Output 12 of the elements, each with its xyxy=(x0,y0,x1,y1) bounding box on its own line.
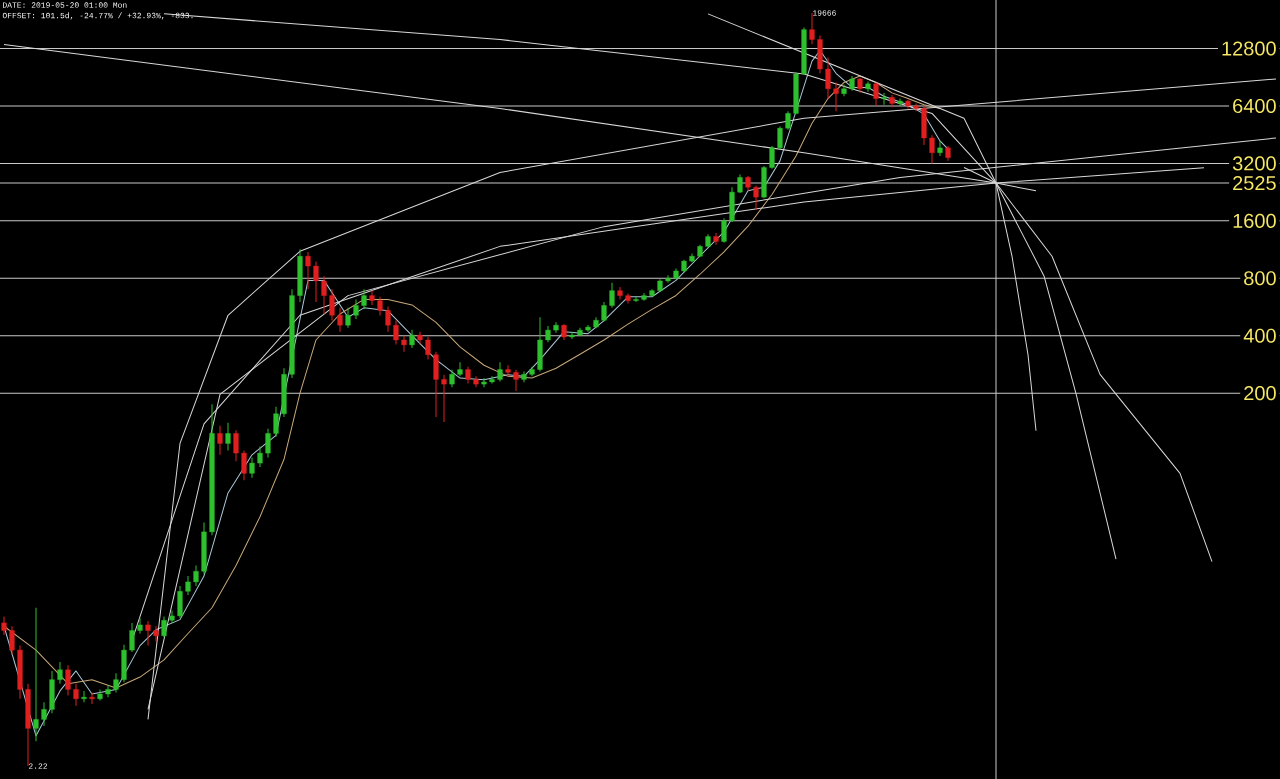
annotation: DATE: 2019-05-20 01:00 Mon xyxy=(3,2,127,8)
ref-line-label: 12800 xyxy=(1222,41,1276,56)
ref-line-label: 3200 xyxy=(1232,156,1276,171)
ref-line-label: 2525 xyxy=(1233,175,1276,191)
ref-line-label: 400 xyxy=(1243,328,1276,343)
ref-line-label: 6400 xyxy=(1233,98,1276,114)
ref-line-label: 1600 xyxy=(1233,213,1276,228)
annotation: 19666 xyxy=(812,10,836,16)
ref-line-label: 800 xyxy=(1244,271,1276,286)
annotation: OFFSET: 101.5d, -24.77% / +32.93%, -833. xyxy=(2,12,193,20)
ref-line-label: 200 xyxy=(1244,386,1276,401)
annotation: 2.22 xyxy=(28,763,48,769)
